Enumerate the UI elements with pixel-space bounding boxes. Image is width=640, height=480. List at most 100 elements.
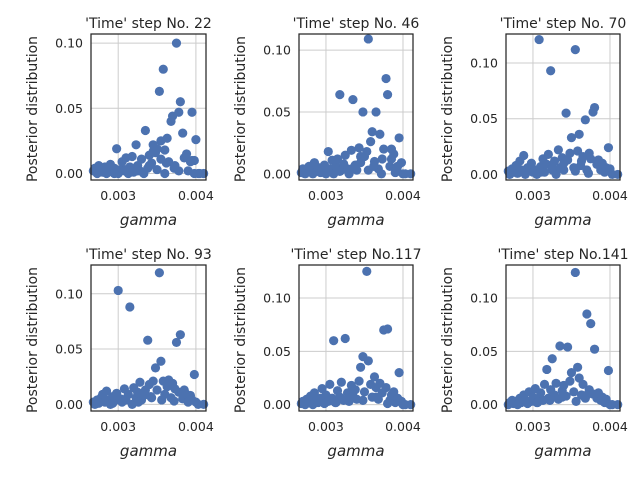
data-point — [133, 397, 143, 407]
data-point — [340, 150, 350, 160]
data-point — [109, 168, 119, 179]
data-point — [519, 150, 529, 161]
y-tick-label: 0.00 — [470, 397, 498, 412]
data-point — [382, 90, 393, 100]
data-point — [162, 133, 172, 143]
data-point — [175, 97, 185, 107]
x-tick-label: 0.004 — [592, 188, 628, 203]
data-point — [144, 161, 154, 171]
data-point — [580, 115, 590, 125]
data-point — [613, 169, 623, 180]
data-point — [358, 395, 368, 405]
subplot-title: 'Time' step No. 93 — [85, 247, 212, 263]
data-point — [154, 86, 164, 96]
axes-frame — [505, 264, 621, 412]
data-point — [158, 64, 168, 74]
y-tick-label: 0.00 — [55, 166, 83, 181]
subplot-3: 0.003 0.004 0.00 0.05 0.10 'Time' step No. 70… — [440, 16, 628, 229]
data-point — [340, 333, 350, 344]
data-point — [586, 319, 596, 329]
x-axis-label: gamma — [534, 442, 591, 460]
data-point — [369, 161, 379, 171]
data-point — [189, 369, 199, 380]
data-point — [140, 125, 150, 136]
y-axis-label: Posterior distribution — [25, 36, 41, 182]
data-point — [576, 160, 586, 171]
data-point — [582, 309, 592, 319]
data-point — [354, 376, 364, 386]
data-point — [565, 376, 575, 386]
data-point — [536, 167, 546, 177]
data-point — [148, 376, 158, 386]
data-point — [346, 145, 356, 155]
data-point — [154, 268, 164, 278]
data-point — [161, 158, 171, 168]
data-point — [571, 396, 581, 407]
data-point — [152, 385, 162, 395]
axes-frame — [298, 33, 414, 181]
y-tick-label: 0.05 — [470, 111, 498, 126]
y-axis-label: Posterior distribution — [233, 36, 249, 182]
data-point — [133, 166, 143, 176]
data-point — [392, 164, 402, 174]
data-point — [381, 73, 391, 84]
data-point — [570, 45, 580, 55]
data-point — [545, 395, 555, 405]
data-point — [108, 398, 118, 408]
data-point — [589, 102, 600, 113]
y-tick-label: 0.00 — [263, 166, 291, 181]
data-point — [385, 161, 395, 171]
data-point — [356, 151, 366, 162]
data-point — [121, 164, 131, 175]
x-tick-label: 0.004 — [385, 419, 421, 434]
subplot-title: 'Time' step No.141 — [497, 247, 628, 263]
data-point — [553, 145, 563, 155]
y-tick-label: 0.10 — [55, 286, 83, 301]
y-axis-label: Posterior distribution — [233, 267, 249, 413]
y-axis-label: Posterior distribution — [440, 36, 456, 182]
data-point — [546, 66, 556, 76]
y-axis-label: Posterior distribution — [25, 267, 41, 413]
data-point — [146, 392, 156, 402]
data-point — [169, 163, 179, 173]
data-point — [112, 144, 122, 154]
data-point — [532, 397, 543, 408]
data-point — [195, 168, 205, 179]
x-axis-label: gamma — [534, 211, 591, 229]
data-point — [336, 377, 346, 387]
data-point — [136, 154, 147, 164]
data-point — [534, 34, 544, 45]
subplot-title: 'Time' step No.117 — [290, 247, 421, 263]
data-point — [377, 154, 387, 164]
axes-frame — [298, 264, 414, 412]
data-point — [169, 396, 179, 406]
data-point — [379, 144, 389, 154]
x-tick-label: 0.003 — [308, 419, 344, 434]
data-point — [569, 387, 579, 397]
x-axis-label: gamma — [327, 442, 384, 460]
data-point — [150, 363, 161, 373]
data-point — [366, 137, 376, 147]
data-point — [561, 108, 571, 118]
x-tick-label: 0.003 — [515, 419, 551, 434]
data-point — [325, 379, 335, 389]
data-point — [557, 392, 567, 402]
data-point — [113, 285, 123, 296]
data-point — [386, 144, 397, 154]
data-point — [157, 395, 167, 405]
data-point — [570, 267, 580, 278]
data-point — [156, 356, 166, 366]
data-point — [181, 149, 192, 159]
subplot-6: 0.003 0.004 0.00 0.05 0.10 'Time' step No.141… — [440, 247, 629, 460]
y-axis-label: Posterior distribution — [440, 267, 456, 413]
data-point — [536, 388, 546, 398]
data-point — [375, 129, 385, 139]
data-point — [586, 154, 596, 164]
data-point — [369, 372, 380, 382]
subplot-title: 'Time' step No. 46 — [293, 16, 420, 32]
y-tick-label: 0.10 — [470, 291, 498, 306]
x-tick-label: 0.003 — [308, 188, 344, 203]
x-tick-label: 0.003 — [100, 188, 136, 203]
data-point — [573, 362, 583, 372]
